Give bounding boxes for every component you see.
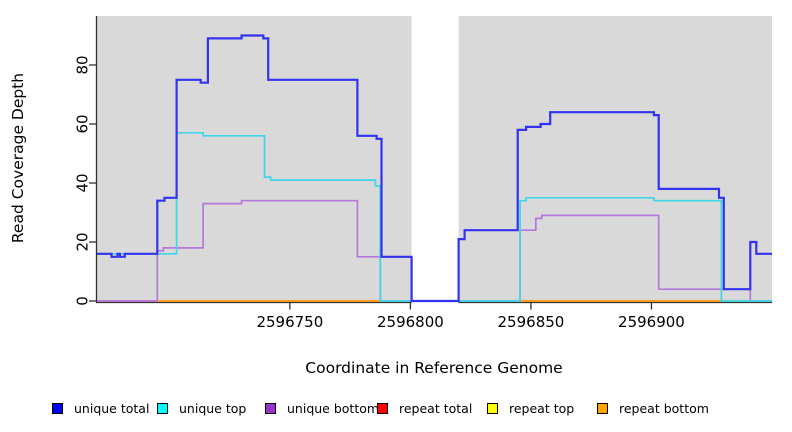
series-unique-total-line (97, 34, 772, 303)
legend-label: unique total (74, 400, 150, 416)
legend-item-repeat-total: repeat total (377, 399, 472, 417)
y-tick-label: 20 (73, 232, 91, 251)
legend-swatch-icon (52, 402, 63, 414)
x-tick-label: 2596900 (618, 313, 685, 331)
legend-item-unique-total: unique total (52, 399, 149, 417)
legend-item-repeat-top: repeat top (487, 399, 574, 417)
y-tick-label: 0 (73, 296, 91, 306)
x-tick-label: 2596850 (498, 313, 565, 331)
legend-label: unique top (179, 400, 247, 416)
legend-swatch-icon (265, 402, 276, 414)
x-tick-label: 2596750 (256, 313, 323, 331)
legend-swatch-icon (487, 402, 498, 414)
legend-item-unique-bottom: unique bottom (265, 399, 379, 417)
y-tick-label: 40 (73, 173, 91, 192)
y-tick-label: 80 (73, 55, 91, 74)
legend-label: repeat top (509, 400, 575, 416)
y-axis-title: Read Coverage Depth (9, 72, 27, 244)
x-tick-label: 2596800 (377, 313, 444, 331)
x-axis-title: Coordinate in Reference Genome (305, 359, 563, 377)
gap-region (411, 14, 459, 310)
legend-swatch-icon (377, 402, 388, 414)
legend-label: repeat bottom (619, 400, 709, 416)
series-unique-top-line (97, 131, 772, 302)
legend-label: unique bottom (287, 400, 380, 416)
legend-item-repeat-bottom: repeat bottom (597, 399, 709, 417)
legend-label: repeat total (399, 400, 473, 416)
legend-swatch-icon (157, 402, 168, 414)
y-tick-label: 60 (73, 114, 91, 133)
legend-item-unique-top: unique top (157, 399, 246, 417)
chart-legend: unique total unique top unique bottom repea… (0, 399, 792, 421)
legend-swatch-icon (597, 402, 608, 414)
